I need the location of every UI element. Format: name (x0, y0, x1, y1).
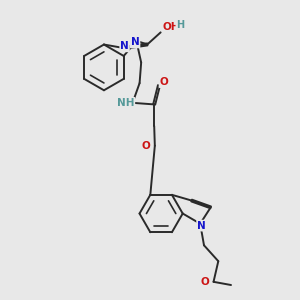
Text: O: O (200, 277, 209, 287)
Text: O: O (142, 141, 150, 151)
Text: N: N (197, 220, 206, 231)
Text: OH: OH (162, 22, 180, 32)
Text: NH: NH (117, 98, 134, 108)
Text: N: N (120, 41, 129, 51)
Text: H: H (176, 20, 184, 30)
Text: N: N (131, 38, 140, 47)
Text: O: O (160, 77, 168, 87)
